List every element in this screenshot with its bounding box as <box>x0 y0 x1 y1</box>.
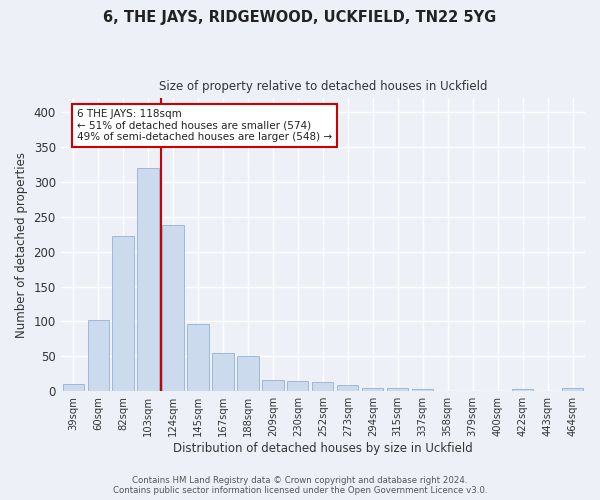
Bar <box>387 388 409 391</box>
Bar <box>238 356 259 391</box>
Bar <box>562 388 583 391</box>
Bar <box>187 324 209 391</box>
Bar <box>287 382 308 391</box>
Bar <box>212 353 233 391</box>
Y-axis label: Number of detached properties: Number of detached properties <box>15 152 28 338</box>
Text: Contains HM Land Registry data © Crown copyright and database right 2024.
Contai: Contains HM Land Registry data © Crown c… <box>113 476 487 495</box>
Bar <box>412 389 433 391</box>
Bar <box>262 380 284 391</box>
Text: 6, THE JAYS, RIDGEWOOD, UCKFIELD, TN22 5YG: 6, THE JAYS, RIDGEWOOD, UCKFIELD, TN22 5… <box>103 10 497 25</box>
Bar <box>137 168 158 391</box>
X-axis label: Distribution of detached houses by size in Uckfield: Distribution of detached houses by size … <box>173 442 473 455</box>
Text: 6 THE JAYS: 118sqm
← 51% of detached houses are smaller (574)
49% of semi-detach: 6 THE JAYS: 118sqm ← 51% of detached hou… <box>77 109 332 142</box>
Title: Size of property relative to detached houses in Uckfield: Size of property relative to detached ho… <box>158 80 487 93</box>
Bar <box>163 225 184 391</box>
Bar <box>88 320 109 391</box>
Bar <box>62 384 84 391</box>
Bar <box>362 388 383 391</box>
Bar <box>312 382 334 391</box>
Bar <box>337 385 358 391</box>
Bar <box>112 236 134 391</box>
Bar <box>512 389 533 391</box>
